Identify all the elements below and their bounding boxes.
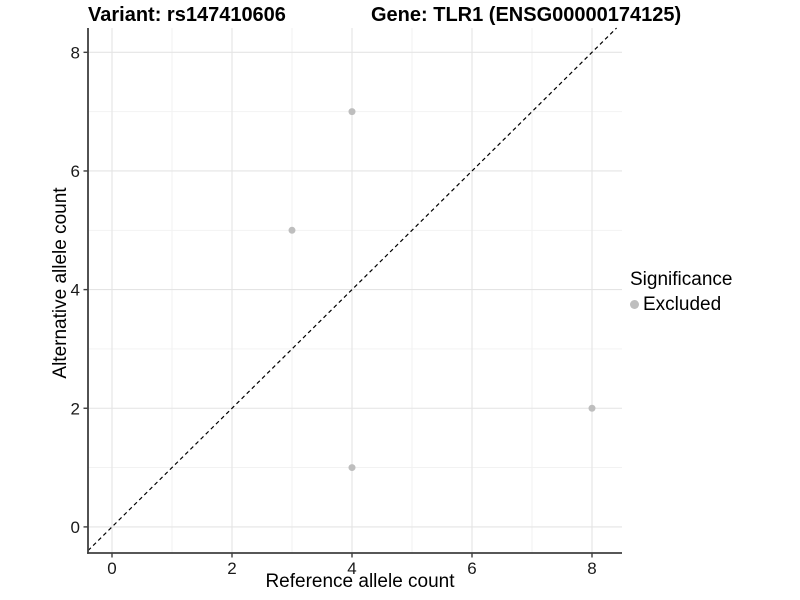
scatter-point <box>348 108 356 116</box>
legend-item: Excluded <box>630 293 800 316</box>
y-tick-label: 6 <box>71 162 80 181</box>
plot-title-variant: Variant: rs147410606 <box>88 4 286 26</box>
legend-title: Significance <box>630 269 733 290</box>
x-tick-label: 6 <box>467 559 476 578</box>
scatter-point <box>348 464 356 472</box>
y-axis-title: Alternative allele count <box>50 187 71 379</box>
y-tick-label: 4 <box>71 281 80 300</box>
legend: Significance Excluded <box>630 268 800 316</box>
x-tick-label: 2 <box>227 559 236 578</box>
x-axis-title: Reference allele count <box>265 571 455 592</box>
identity-line <box>87 27 618 552</box>
scatter-point <box>288 226 296 234</box>
x-tick-label: 8 <box>587 559 596 578</box>
legend-point-icon <box>630 300 639 309</box>
y-tick-label: 0 <box>71 518 80 537</box>
y-tick-label: 2 <box>71 399 80 418</box>
scatter-point <box>588 404 596 412</box>
y-tick-label: 8 <box>71 43 80 62</box>
legend-item-label: Excluded <box>643 294 722 315</box>
x-tick-label: 4 <box>347 559 356 578</box>
plot-title-gene: Gene: TLR1 (ENSG00000174125) <box>371 4 682 26</box>
x-tick-label: 0 <box>107 559 116 578</box>
